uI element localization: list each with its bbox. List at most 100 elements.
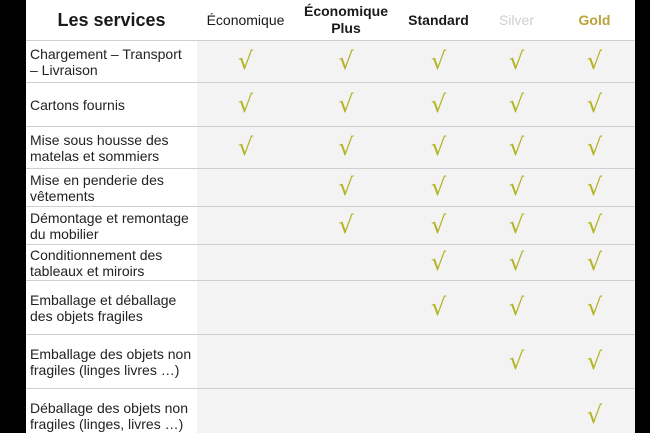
cell-gold: √ <box>554 388 635 433</box>
checkmark-icon: √ <box>430 211 447 239</box>
checkmark-icon: √ <box>508 248 525 276</box>
cell-standard: √ <box>398 82 479 127</box>
service-name: Chargement – Transport – Livraison <box>26 40 197 83</box>
service-name: Emballage et déballage des objets fragil… <box>26 280 197 335</box>
cell-gold: √ <box>554 244 635 281</box>
table-row: Emballage des objets non fragiles (linge… <box>26 334 635 389</box>
checkmark-icon: √ <box>338 90 354 118</box>
cell-standard: √ <box>398 206 479 245</box>
cell-silver: √ <box>479 206 554 245</box>
checkmark-icon: √ <box>430 133 447 161</box>
checkmark-icon: √ <box>430 47 447 75</box>
service-name: Conditionnement des tableaux et miroirs <box>26 244 197 281</box>
cell-economique: √ <box>197 82 294 127</box>
checkmark-icon: √ <box>430 248 447 276</box>
table-row: Déballage des objets non fragiles (linge… <box>26 388 635 433</box>
cell-silver: √ <box>479 334 554 389</box>
table-row: Démontage et remontage du mobilier √ √ √ √ <box>26 206 635 245</box>
cell-economique-plus: √ <box>294 168 398 207</box>
header-economique: Économique <box>197 0 294 41</box>
cell-standard: √ <box>398 40 479 83</box>
table-header-row: Les services Économique Économique Plus … <box>26 0 635 41</box>
service-name: Cartons fournis <box>26 82 197 127</box>
checkmark-icon: √ <box>586 173 603 201</box>
checkmark-icon: √ <box>237 47 254 75</box>
cell-economique-plus: √ <box>294 40 398 83</box>
service-name: Mise sous housse des matelas et sommiers <box>26 126 197 169</box>
header-gold: Gold <box>554 0 635 41</box>
cell-economique <box>197 388 294 433</box>
table-row: Emballage et déballage des objets fragil… <box>26 280 635 335</box>
cell-economique <box>197 334 294 389</box>
table-row: Mise sous housse des matelas et sommiers… <box>26 126 635 169</box>
checkmark-icon: √ <box>237 133 254 161</box>
cell-silver: √ <box>479 126 554 169</box>
cell-gold: √ <box>554 168 635 207</box>
checkmark-icon: √ <box>338 47 354 75</box>
cell-gold: √ <box>554 126 635 169</box>
cell-economique-plus <box>294 388 398 433</box>
checkmark-icon: √ <box>508 133 525 161</box>
checkmark-icon: √ <box>508 347 525 375</box>
header-standard: Standard <box>398 0 479 41</box>
cell-gold: √ <box>554 40 635 83</box>
cell-economique: √ <box>197 40 294 83</box>
cell-gold: √ <box>554 206 635 245</box>
cell-standard <box>398 388 479 433</box>
checkmark-icon: √ <box>338 173 354 201</box>
cell-silver: √ <box>479 40 554 83</box>
header-economique-plus: Économique Plus <box>294 0 398 41</box>
service-name: Emballage des objets non fragiles (linge… <box>26 334 197 389</box>
service-name: Mise en penderie des vêtements <box>26 168 197 207</box>
cell-economique-plus: √ <box>294 82 398 127</box>
cell-economique <box>197 280 294 335</box>
cell-economique-plus: √ <box>294 206 398 245</box>
checkmark-icon: √ <box>508 173 525 201</box>
checkmark-icon: √ <box>586 401 603 430</box>
cell-economique <box>197 244 294 281</box>
checkmark-icon: √ <box>430 293 447 321</box>
cell-economique-plus <box>294 280 398 335</box>
cell-silver: √ <box>479 280 554 335</box>
services-comparison-page: Les services Économique Économique Plus … <box>26 0 635 433</box>
checkmark-icon: √ <box>508 293 525 321</box>
checkmark-icon: √ <box>586 347 603 375</box>
cell-economique <box>197 168 294 207</box>
cell-gold: √ <box>554 82 635 127</box>
table-row: Cartons fournis √ √ √ √ √ <box>26 82 635 127</box>
cell-silver: √ <box>479 82 554 127</box>
checkmark-icon: √ <box>586 133 603 161</box>
cell-gold: √ <box>554 334 635 389</box>
checkmark-icon: √ <box>430 90 447 118</box>
cell-gold: √ <box>554 280 635 335</box>
checkmark-icon: √ <box>338 211 354 239</box>
cell-standard: √ <box>398 126 479 169</box>
cell-standard: √ <box>398 244 479 281</box>
checkmark-icon: √ <box>586 90 603 118</box>
cell-economique-plus <box>294 244 398 281</box>
checkmark-icon: √ <box>508 47 525 75</box>
checkmark-icon: √ <box>237 90 254 118</box>
checkmark-icon: √ <box>338 133 354 161</box>
checkmark-icon: √ <box>586 47 603 75</box>
checkmark-icon: √ <box>508 211 525 239</box>
checkmark-icon: √ <box>586 293 603 321</box>
header-services: Les services <box>26 0 197 41</box>
cell-economique <box>197 206 294 245</box>
cell-silver: √ <box>479 244 554 281</box>
cell-standard: √ <box>398 168 479 207</box>
header-silver: Silver <box>479 0 554 41</box>
checkmark-icon: √ <box>586 248 603 276</box>
table-row: Mise en penderie des vêtements √ √ √ √ <box>26 168 635 207</box>
service-name: Déballage des objets non fragiles (linge… <box>26 388 197 433</box>
table-row: Chargement – Transport – Livraison √ √ √ √ √ <box>26 40 635 83</box>
cell-economique-plus <box>294 334 398 389</box>
cell-silver: √ <box>479 168 554 207</box>
cell-silver <box>479 388 554 433</box>
cell-standard: √ <box>398 280 479 335</box>
table-row: Conditionnement des tableaux et miroirs √… <box>26 244 635 281</box>
service-name: Démontage et remontage du mobilier <box>26 206 197 245</box>
services-comparison-table: Les services Économique Économique Plus … <box>26 0 635 433</box>
cell-standard <box>398 334 479 389</box>
cell-economique-plus: √ <box>294 126 398 169</box>
